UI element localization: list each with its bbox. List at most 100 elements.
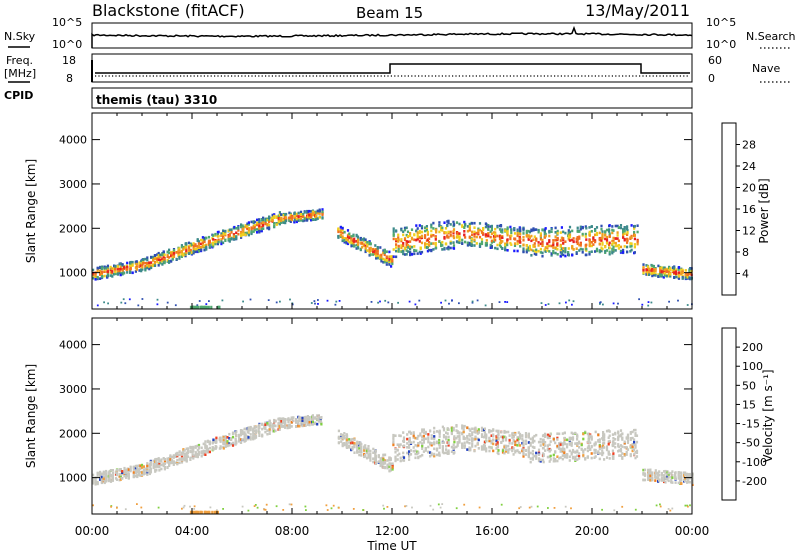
x-tick-label: 20:00 [575,524,610,538]
heatmap-cell [490,439,493,443]
heatmap-cell [366,244,369,248]
heatmap-cell [213,510,216,514]
heatmap-cell [441,447,444,451]
heatmap-cell [271,219,274,222]
heatmap-cell [408,453,411,456]
heatmap-cell [485,439,488,443]
heatmap-cell [556,243,559,246]
heatmap-cell [568,239,572,242]
heatmap-cell [616,224,619,228]
heatmap-cell [137,464,140,467]
heatmap-cell [684,504,687,507]
heatmap-cell [100,475,103,479]
heatmap-cell [246,225,249,229]
velocity-data-cells [92,414,694,514]
heatmap-cell [471,244,474,247]
heatmap-cell [612,441,615,444]
heatmap-cell [595,226,599,229]
heatmap-cell [544,250,547,253]
heatmap-cell [359,441,362,445]
heatmap-cell [488,439,491,443]
x-tick-label: 00:00 [675,524,710,538]
heatmap-cell [148,264,151,267]
heatmap-cell [432,234,435,237]
heatmap-cell [239,441,243,444]
heatmap-cell [101,265,104,269]
heatmap-cell [574,458,577,461]
heatmap-cell [111,267,114,270]
heatmap-cell [559,456,562,459]
heatmap-cell [216,509,218,512]
heatmap-cell [496,243,499,247]
heatmap-cell [449,233,452,237]
heatmap-cell [552,246,555,249]
heatmap-cell [680,271,683,274]
heatmap-cell [585,226,588,230]
heatmap-cell [488,446,491,449]
heatmap-cell [660,270,663,273]
heatmap-cell [280,420,283,423]
heatmap-cell [113,267,116,271]
heatmap-cell [630,236,633,239]
heatmap-cell [424,246,427,249]
heatmap-cell [575,251,578,254]
heatmap-cell [348,441,351,444]
heatmap-cell [438,430,441,433]
heatmap-cell [576,443,579,446]
heatmap-cell [163,257,166,261]
heatmap-cell [254,431,258,434]
heatmap-cell [254,436,258,439]
heatmap-cell [119,262,122,266]
heatmap-cell [238,440,241,443]
heatmap-cell [212,447,215,450]
heatmap-cell [361,238,364,241]
heatmap-cell [635,434,639,437]
heatmap-cell [603,435,606,438]
heatmap-cell [458,241,461,244]
heatmap-cell [273,429,276,433]
heatmap-cell [305,509,307,511]
heatmap-cell [192,250,195,253]
heatmap-cell [686,304,689,306]
heatmap-cell [631,443,634,446]
heatmap-cell [594,240,597,244]
heatmap-cell [617,302,619,305]
heatmap-cell [608,430,611,433]
heatmap-cell [278,426,281,429]
heatmap-cell [192,457,195,460]
heatmap-cell [558,456,561,460]
heatmap-cell [399,434,402,438]
heatmap-cell [124,302,127,305]
heatmap-cell [268,432,271,435]
heatmap-cell [654,476,657,480]
heatmap-cell [348,438,351,441]
heatmap-cell [476,442,479,446]
heatmap-cell [103,481,106,484]
heatmap-cell [382,458,385,462]
heatmap-cell [138,264,141,267]
heatmap-cell [548,231,551,234]
heatmap-cell [532,227,535,230]
heatmap-cell [345,442,348,446]
heatmap-cell [605,249,609,252]
heatmap-cell [507,430,510,434]
heatmap-cell [506,241,509,245]
heatmap-cell [429,454,432,458]
heatmap-cell [388,469,391,473]
heatmap-cell [633,453,636,456]
heatmap-cell [633,251,636,254]
heatmap-cell [570,453,573,456]
heatmap-cell [452,230,455,233]
heatmap-cell [681,268,684,272]
heatmap-cell [156,260,159,263]
heatmap-cell [489,230,492,233]
heatmap-cell [535,250,538,254]
heatmap-cell [311,417,314,421]
heatmap-cell [275,505,278,508]
heatmap-cell [136,503,138,505]
heatmap-cell [689,504,691,507]
heatmap-cell [438,240,441,243]
heatmap-cell [666,473,669,476]
heatmap-cell [546,245,549,248]
heatmap-cell [408,446,411,449]
